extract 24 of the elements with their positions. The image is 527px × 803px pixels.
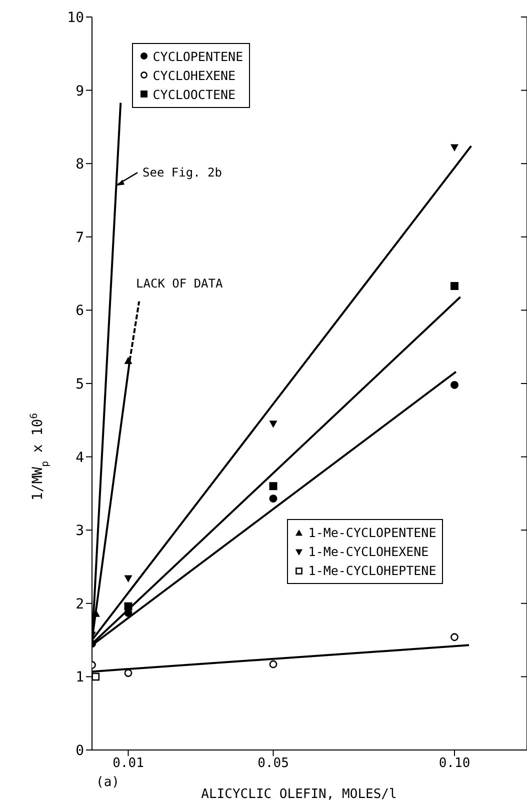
y-tick-label: 7 <box>76 230 84 246</box>
x-tick-label: 0.01 <box>112 756 144 772</box>
y-tick-label: 2 <box>76 596 84 612</box>
legend-label: 1-Me-CYCLOHEXENE <box>307 543 430 562</box>
y-tick-label: 5 <box>76 376 84 392</box>
y-tick-label: 10 <box>67 10 84 26</box>
y-tick-label: 3 <box>76 523 84 540</box>
annotation: LACK OF DATA <box>136 276 224 290</box>
x-axis-title: ALICYCLIC OLEFIN, MOLES/l <box>201 787 397 802</box>
y-tick-label: 6 <box>76 303 84 320</box>
y-tick-label: 1 <box>76 670 84 686</box>
x-tick-label: 0.10 <box>438 756 470 772</box>
y-tick-label: 9 <box>76 83 84 100</box>
text: (a) <box>96 775 120 790</box>
y-tick-label: 0 <box>76 742 84 759</box>
legend-label: CYCLOPENTENE <box>152 48 244 66</box>
y-tick-label: 4 <box>76 450 84 466</box>
annotation: See Fig. 2b <box>142 166 222 180</box>
legend-label: CYCLOOCTENE <box>152 86 237 104</box>
x-tick-label: 0.05 <box>258 756 289 772</box>
legend-label: 1-Me-CYCLOPENTENE <box>307 524 436 542</box>
legend-label: CYCLOHEXENE <box>152 66 237 85</box>
legend-label: 1-Me-CYCLOHEPTENE <box>307 562 436 580</box>
y-tick-label: 8 <box>76 156 84 173</box>
